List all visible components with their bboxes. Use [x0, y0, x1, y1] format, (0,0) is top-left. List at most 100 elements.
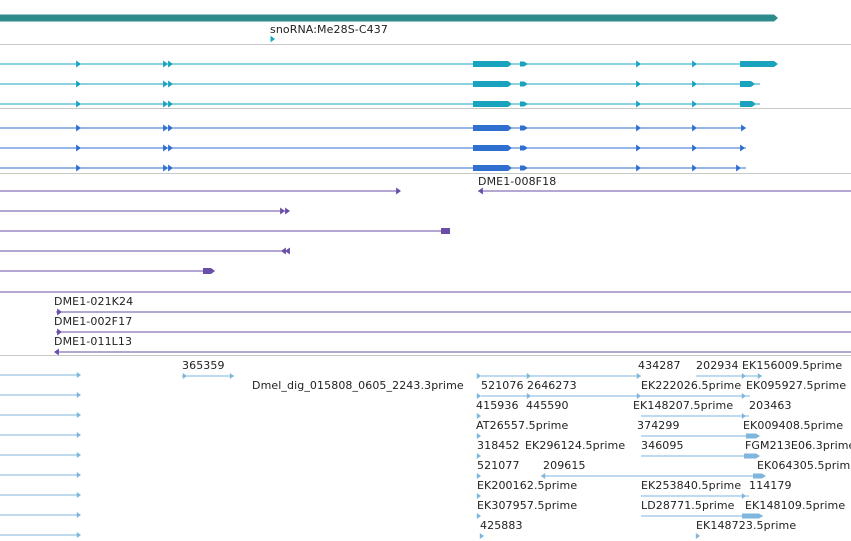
strand-arrow[interactable] [76, 472, 81, 478]
est-label[interactable]: 203463 [749, 399, 792, 412]
est-label[interactable]: 521076 [481, 379, 524, 392]
est-label[interactable]: 209615 [543, 459, 586, 472]
strand-arrow[interactable] [168, 100, 173, 108]
est-label[interactable]: EK148723.5prime [696, 519, 797, 532]
clone-label[interactable]: DME1-008F18 [478, 175, 557, 188]
strand-arrow[interactable] [695, 533, 700, 539]
strand-arrow[interactable] [740, 144, 745, 152]
exon-block[interactable] [473, 61, 512, 67]
est-label[interactable]: LD28771.5prime [641, 499, 735, 512]
strand-arrow[interactable] [476, 513, 481, 519]
est-label[interactable]: EK148109.5prime [745, 499, 846, 512]
est-label[interactable]: 415936 [476, 399, 519, 412]
est-label[interactable]: EK095927.5prime [746, 379, 847, 392]
snorna-arrow[interactable] [270, 35, 275, 43]
strand-arrow[interactable] [285, 207, 290, 215]
strand-arrow[interactable] [526, 373, 531, 379]
strand-arrow[interactable] [741, 393, 746, 399]
strand-arrow[interactable] [163, 100, 168, 108]
strand-arrow[interactable] [76, 80, 81, 88]
strand-arrow[interactable] [76, 60, 81, 68]
est-label[interactable]: EK200162.5prime [477, 479, 578, 492]
exon-block[interactable] [473, 125, 512, 131]
strand-arrow[interactable] [692, 60, 697, 68]
exon-block[interactable] [520, 101, 528, 107]
est-label[interactable]: 114179 [749, 479, 792, 492]
est-label[interactable]: 346095 [641, 439, 684, 452]
strand-arrow[interactable] [692, 100, 697, 108]
est-label[interactable]: 374299 [637, 419, 680, 432]
exon-block[interactable] [742, 513, 763, 519]
est-label[interactable]: EK222026.5prime [641, 379, 742, 392]
exon-block[interactable] [520, 145, 528, 151]
est-label[interactable]: EK064305.5prime [757, 459, 851, 472]
strand-arrow[interactable] [476, 453, 481, 459]
strand-arrow[interactable] [57, 328, 62, 336]
strand-arrow[interactable] [741, 493, 746, 499]
exon-block[interactable] [520, 61, 528, 67]
strand-arrow[interactable] [476, 433, 481, 439]
strand-arrow[interactable] [76, 100, 81, 108]
est-label[interactable]: FGM213E06.3prime [745, 439, 851, 452]
strand-arrow[interactable] [76, 432, 81, 438]
strand-arrow[interactable] [476, 393, 481, 399]
est-label[interactable]: EK148207.5prime [633, 399, 734, 412]
strand-arrow[interactable] [163, 164, 168, 172]
strand-arrow[interactable] [168, 60, 173, 68]
exon-block[interactable] [740, 101, 756, 107]
clone-label[interactable]: DME1-011L13 [54, 335, 133, 348]
strand-arrow[interactable] [736, 164, 741, 172]
strand-arrow[interactable] [757, 373, 762, 379]
strand-arrow[interactable] [692, 144, 697, 152]
est-label[interactable]: 521077 [477, 459, 520, 472]
strand-arrow[interactable] [76, 164, 81, 172]
est-label[interactable]: 2646273 [527, 379, 577, 392]
strand-arrow[interactable] [476, 473, 481, 479]
strand-arrow[interactable] [636, 393, 641, 399]
est-label[interactable]: EK156009.5prime [742, 359, 843, 372]
est-label[interactable]: 425883 [480, 519, 523, 532]
strand-arrow[interactable] [741, 124, 746, 132]
strand-arrow[interactable] [636, 100, 641, 108]
strand-arrow[interactable] [168, 144, 173, 152]
strand-arrow[interactable] [636, 80, 641, 88]
strand-arrow[interactable] [57, 308, 62, 316]
clone-label[interactable]: DME1-002F17 [54, 315, 133, 328]
exon-block[interactable] [520, 81, 528, 87]
exon-block[interactable] [441, 228, 450, 234]
strand-arrow[interactable] [163, 60, 168, 68]
strand-arrow[interactable] [229, 373, 234, 379]
exon-block[interactable] [744, 453, 760, 459]
strand-arrow[interactable] [692, 124, 697, 132]
strand-arrow[interactable] [526, 393, 531, 399]
strand-arrow[interactable] [636, 60, 641, 68]
exon-block[interactable] [473, 145, 512, 151]
est-label[interactable]: 445590 [526, 399, 569, 412]
gene-span-bar[interactable] [0, 14, 778, 22]
strand-arrow[interactable] [741, 373, 746, 379]
strand-arrow[interactable] [636, 164, 641, 172]
strand-arrow[interactable] [476, 493, 481, 499]
est-label[interactable]: EK253840.5prime [641, 479, 742, 492]
est-label[interactable]: 365359 [182, 359, 225, 372]
strand-arrow[interactable] [163, 124, 168, 132]
strand-arrow[interactable] [54, 348, 59, 356]
exon-block[interactable] [753, 473, 766, 479]
strand-arrow[interactable] [182, 373, 187, 379]
est-label[interactable]: Dmel_dig_015808_0605_2243.3prime [252, 379, 464, 392]
strand-arrow[interactable] [76, 532, 81, 538]
strand-arrow[interactable] [396, 187, 401, 195]
est-label[interactable]: 318452 [477, 439, 520, 452]
clone-label[interactable]: DME1-021K24 [54, 295, 134, 308]
strand-arrow[interactable] [168, 80, 173, 88]
strand-arrow[interactable] [476, 413, 481, 419]
exon-block[interactable] [473, 165, 512, 171]
strand-arrow[interactable] [76, 512, 81, 518]
strand-arrow[interactable] [76, 372, 81, 378]
est-label[interactable]: EK307957.5prime [477, 499, 578, 512]
strand-arrow[interactable] [76, 452, 81, 458]
est-label[interactable]: EK296124.5prime [525, 439, 626, 452]
strand-arrow[interactable] [76, 412, 81, 418]
est-label[interactable]: 202934 [696, 359, 739, 372]
exon-block[interactable] [740, 61, 778, 67]
